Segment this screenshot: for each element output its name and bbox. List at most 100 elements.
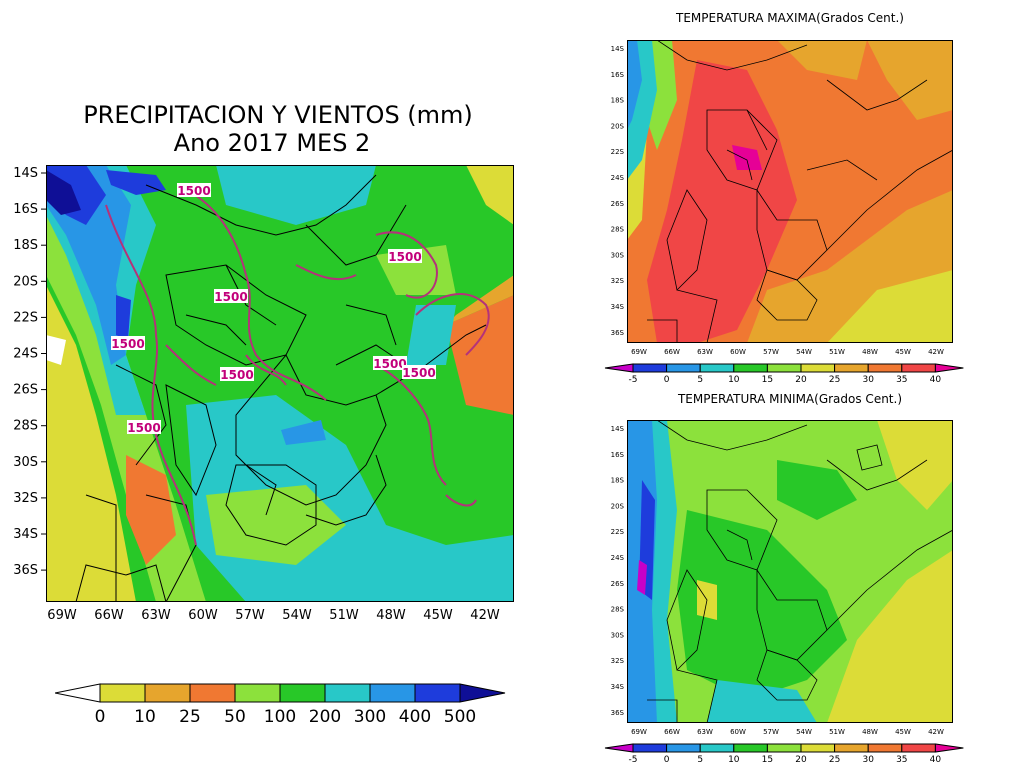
tmin-title-text: TEMPERATURA MINIMA(Grados Cent.) xyxy=(677,392,902,406)
tmin-lon-tick-42w: 42W xyxy=(928,728,944,736)
contour-label-4: 1500 xyxy=(111,337,144,351)
main-lat-tick-20s: 20S xyxy=(13,274,38,289)
tmin-lon-tick-60w: 60W xyxy=(730,728,746,736)
precip-south-green xyxy=(206,485,346,565)
tmin-colorbar: -5 0 5 10 15 20 25 30 35 40 xyxy=(604,743,964,764)
tmax-lon-tick-60w: 60W xyxy=(730,348,746,356)
tmax-lon-axis: 69W 66W 63W 60W 57W 54W 51W 48W 45W 42W xyxy=(631,348,944,356)
tmin-lat-tick-28s: 28S xyxy=(611,606,625,614)
tmax-colorbar-swatch-9 xyxy=(901,363,936,373)
tmin-colorbar-label-35: 35 xyxy=(896,755,907,764)
tmin-lon-tick-45w: 45W xyxy=(895,728,911,736)
tmax-colorbar-swatch-8 xyxy=(867,363,903,373)
tmax-lat-tick-30s: 30S xyxy=(611,251,625,259)
tmax-title-text: TEMPERATURA MAXIMA(Grados Cent.) xyxy=(675,11,904,25)
tmin-lat-tick-16s: 16S xyxy=(611,451,625,459)
tmin-map[interactable] xyxy=(627,420,953,723)
tmin-lat-tick-20s: 20S xyxy=(611,502,625,510)
main-lon-tick-60w: 60W xyxy=(188,608,218,623)
tmax-colorbar-label-25: 25 xyxy=(829,375,840,384)
main-lat-tick-36s: 36S xyxy=(13,563,38,578)
main-lat-tick-32s: 32S xyxy=(13,491,38,506)
tmin-colorbar-swatch-4 xyxy=(733,743,768,753)
tmax-magenta xyxy=(732,145,762,170)
main-title: PRECIPITACION Y VIENTOS (mm) Ano 2017 ME… xyxy=(83,101,473,157)
tmin-colorbar-label-20: 20 xyxy=(795,755,807,764)
tmin-colorbar-label-25: 25 xyxy=(829,755,840,764)
tmin-colorbar-label--5: -5 xyxy=(629,755,638,764)
tmin-borders xyxy=(647,420,953,723)
tmin-lat-tick-32s: 32S xyxy=(611,657,625,665)
main-lon-tick-48w: 48W xyxy=(376,608,406,623)
main-lon-tick-51w: 51W xyxy=(329,608,359,623)
contour-label-8: 1500 xyxy=(127,421,160,435)
tmax-colorbar-swatch-1 xyxy=(632,363,668,373)
main-lon-tick-45w: 45W xyxy=(423,608,453,623)
tmax-colorbar-label-15: 15 xyxy=(762,375,773,384)
tmax-lat-tick-22s: 22S xyxy=(611,148,625,156)
main-title-line1: PRECIPITACION Y VIENTOS (mm) xyxy=(83,101,473,129)
tmin-lon-tick-57w: 57W xyxy=(763,728,779,736)
tmax-lon-tick-42w: 42W xyxy=(928,348,944,356)
tmax-red-core xyxy=(647,60,797,343)
tmin-colorbar-swatch-6 xyxy=(800,743,836,753)
tmin-lat-tick-26s: 26S xyxy=(611,580,625,588)
tmax-lat-tick-32s: 32S xyxy=(611,277,625,285)
tmax-colorbar-label-40: 40 xyxy=(930,375,942,384)
tmax-map[interactable] xyxy=(627,40,953,343)
tmax-lat-tick-20s: 20S xyxy=(611,122,625,130)
precip-white-pocket xyxy=(46,335,66,365)
tmin-lat-tick-18s: 18S xyxy=(611,477,625,485)
colorbar-label-25: 25 xyxy=(179,707,201,726)
main-lon-tick-57w: 57W xyxy=(235,608,265,623)
main-lat-tick-34s: 34S xyxy=(13,527,38,542)
tmin-colorbar-swatch-3 xyxy=(699,743,735,753)
tmax-colorbar: -5 0 5 10 15 20 25 30 35 40 xyxy=(604,363,964,384)
contour-label-2: 1500 xyxy=(214,290,247,304)
tmax-lat-tick-18s: 18S xyxy=(611,97,625,105)
colorbar-label-50: 50 xyxy=(224,707,246,726)
tmax-colorbar-label-20: 20 xyxy=(795,375,807,384)
contour-label-3: 1500 xyxy=(388,250,421,264)
precip-bolivia-blue xyxy=(106,170,166,195)
tmax-borders xyxy=(647,40,953,343)
tmin-east-yellow xyxy=(827,550,953,723)
colorbar-swatch-5 xyxy=(279,683,326,703)
precip-east-cyan xyxy=(406,305,456,365)
colorbar-swatch-2 xyxy=(144,683,191,703)
tmin-lat-tick-24s: 24S xyxy=(611,554,625,562)
colorbar-label-10: 10 xyxy=(134,707,156,726)
precip-colorbar: 0 10 25 50 100 200 300 400 500 xyxy=(55,683,506,726)
precip-peak xyxy=(46,170,81,215)
tmax-colorbar-label-5: 5 xyxy=(697,375,703,384)
precip-map[interactable]: 1500 1500 1500 1500 1500 1500 1500 1500 xyxy=(46,165,514,602)
tmin-magenta xyxy=(637,560,647,595)
tmin-lon-axis: 69W 66W 63W 60W 57W 54W 51W 48W 45W 42W xyxy=(631,728,944,736)
tmin-title: TEMPERATURA MINIMA(Grados Cent.) xyxy=(677,392,902,406)
precip-lon-axis: 69W 66W 63W 60W 57W 54W 51W 48W 45W 42W xyxy=(47,608,500,623)
colorbar-label-200: 200 xyxy=(309,707,341,726)
tmin-colorbar-swatch-1 xyxy=(632,743,668,753)
tmax-ne-yellow xyxy=(867,40,953,120)
tmin-ne-yellow xyxy=(877,420,953,510)
contour-label-6: 1500 xyxy=(373,357,406,371)
tmin-colorbar-label-15: 15 xyxy=(762,755,773,764)
colorbar-swatch-1 xyxy=(99,683,146,703)
tmax-north-yellow xyxy=(777,40,867,80)
tmax-colorbar-swatch-under xyxy=(604,363,634,373)
contour-label-1: 1500 xyxy=(177,184,210,198)
main-lat-tick-22s: 22S xyxy=(13,310,38,325)
tmax-colorbar-swatch-6 xyxy=(800,363,836,373)
main-lat-tick-16s: 16S xyxy=(13,202,38,217)
tmin-lon-tick-51w: 51W xyxy=(829,728,845,736)
tmin-lat-axis: 14S 16S 18S 20S 22S 24S 26S 28S 30S 32S 34S 36S xyxy=(611,425,625,717)
precip-borders xyxy=(75,174,487,602)
tmax-lon-tick-57w: 57W xyxy=(763,348,779,356)
tmax-title: TEMPERATURA MAXIMA(Grados Cent.) xyxy=(675,11,904,25)
main-title-line2: Ano 2017 MES 2 xyxy=(174,129,371,157)
tmin-colorbar-swatch-under xyxy=(604,743,634,753)
main-lon-tick-69w: 69W xyxy=(47,608,77,623)
tmax-colorbar-label-0: 0 xyxy=(664,375,670,384)
tmax-lon-tick-66w: 66W xyxy=(664,348,680,356)
tmin-lon-tick-54w: 54W xyxy=(796,728,812,736)
